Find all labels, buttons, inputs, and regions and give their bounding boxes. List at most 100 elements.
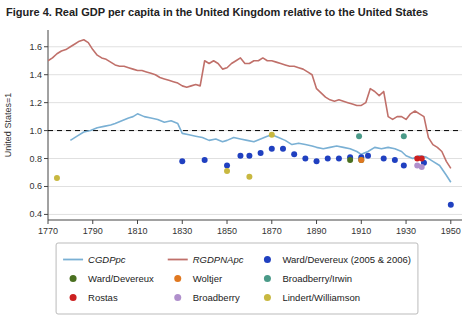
y-axis-line	[48, 30, 49, 220]
x-tick-label: 1950	[441, 226, 461, 236]
axes: 1770179018101830185018701890191019301950…	[3, 30, 462, 236]
point	[269, 146, 275, 152]
y-tick	[44, 102, 48, 103]
point	[224, 163, 230, 169]
grid-line	[48, 74, 462, 75]
legend-swatch	[70, 294, 77, 301]
point	[419, 164, 425, 170]
scatter-series	[347, 157, 364, 163]
title: Figure 4. Real GDP per capita in the Uni…	[6, 6, 428, 18]
point	[356, 133, 362, 139]
grid-line	[48, 158, 462, 159]
legend-label: Broadberry	[193, 292, 240, 303]
legend-label: Rostas	[88, 292, 118, 303]
x-tick	[316, 220, 317, 224]
point	[358, 157, 364, 163]
grid-line	[48, 46, 462, 47]
x-tick	[361, 220, 362, 224]
reference-line	[48, 130, 462, 131]
x-tick	[271, 220, 272, 224]
y-tick	[44, 214, 48, 215]
legend-swatch	[174, 275, 181, 282]
point	[302, 156, 308, 162]
x-tick-label: 1910	[351, 226, 371, 236]
legend: CGDPpc RGDPNApc Ward/Devereux (2005 & 2006…	[56, 243, 418, 314]
scatter-series	[179, 146, 454, 208]
legend-label: Broadberry/Irwin	[282, 273, 352, 284]
x-tick-label: 1770	[38, 226, 58, 236]
point	[347, 157, 353, 163]
legend-box	[56, 243, 418, 314]
legend-label: Woltjer	[193, 273, 222, 284]
x-tick	[182, 220, 183, 224]
y-tick	[44, 158, 48, 159]
legend-swatch	[70, 275, 77, 282]
x-tick	[450, 220, 451, 224]
point	[448, 202, 454, 208]
y-tick-label: 1.2	[29, 98, 42, 108]
grid	[48, 47, 462, 215]
point	[325, 156, 331, 162]
point	[336, 156, 342, 162]
legend-swatch	[264, 294, 271, 301]
x-tick	[48, 220, 49, 224]
point	[237, 153, 243, 159]
point	[291, 151, 297, 157]
scatter-series	[414, 163, 424, 170]
scatter-series	[414, 156, 424, 162]
y-tick	[44, 130, 48, 131]
x-tick	[227, 220, 228, 224]
point	[224, 168, 230, 174]
point	[54, 175, 60, 181]
point	[314, 158, 320, 164]
point	[269, 132, 275, 138]
y-tick-label: 1.0	[29, 126, 42, 136]
y-tick-label: 1.6	[29, 42, 42, 52]
y-tick-label: 0.6	[29, 181, 42, 191]
y-tick	[44, 74, 48, 75]
line	[70, 114, 450, 182]
legend-label: CGDPpc	[88, 254, 126, 265]
legend-swatch	[264, 275, 271, 282]
point	[246, 153, 252, 159]
legend-label: RGDPNApc	[193, 254, 244, 265]
x-tick-label: 1850	[217, 226, 237, 236]
point	[358, 157, 364, 163]
point	[401, 163, 407, 169]
scatter-series	[358, 157, 364, 163]
x-tick	[406, 220, 407, 224]
legend-label: Ward/Devereux	[88, 273, 154, 284]
x-tick-label: 1870	[262, 226, 282, 236]
y-tick-label: 1.4	[29, 70, 42, 80]
chart: Figure 4. Real GDP per capita in the Uni…	[0, 0, 474, 329]
point	[258, 150, 264, 156]
point	[202, 157, 208, 163]
line	[48, 40, 451, 169]
grid-line	[48, 130, 462, 131]
y-tick	[44, 46, 48, 47]
legend-label: Lindert/Williamson	[282, 292, 360, 303]
plot-area	[48, 40, 462, 208]
y-tick-label: 0.8	[29, 154, 42, 164]
x-tick	[137, 220, 138, 224]
point	[179, 158, 185, 164]
x-tick-label: 1830	[172, 226, 192, 236]
grid-line	[48, 186, 462, 187]
legend-swatch	[264, 256, 271, 263]
x-tick-label: 1790	[83, 226, 103, 236]
point	[419, 156, 425, 162]
point	[280, 146, 286, 152]
y-tick-label: 0.4	[29, 209, 42, 219]
x-axis-line	[48, 220, 462, 221]
x-tick-label: 1930	[396, 226, 416, 236]
scatter-series	[54, 132, 275, 181]
x-tick-label: 1890	[307, 226, 327, 236]
point	[365, 153, 371, 159]
y-axis-label: United States=1	[3, 93, 13, 157]
y-tick	[44, 186, 48, 187]
point	[246, 174, 252, 180]
x-tick	[92, 220, 93, 224]
legend-label: Ward/Devereux (2005 & 2006)	[282, 254, 411, 265]
grid-line	[48, 214, 462, 215]
point	[381, 156, 387, 162]
